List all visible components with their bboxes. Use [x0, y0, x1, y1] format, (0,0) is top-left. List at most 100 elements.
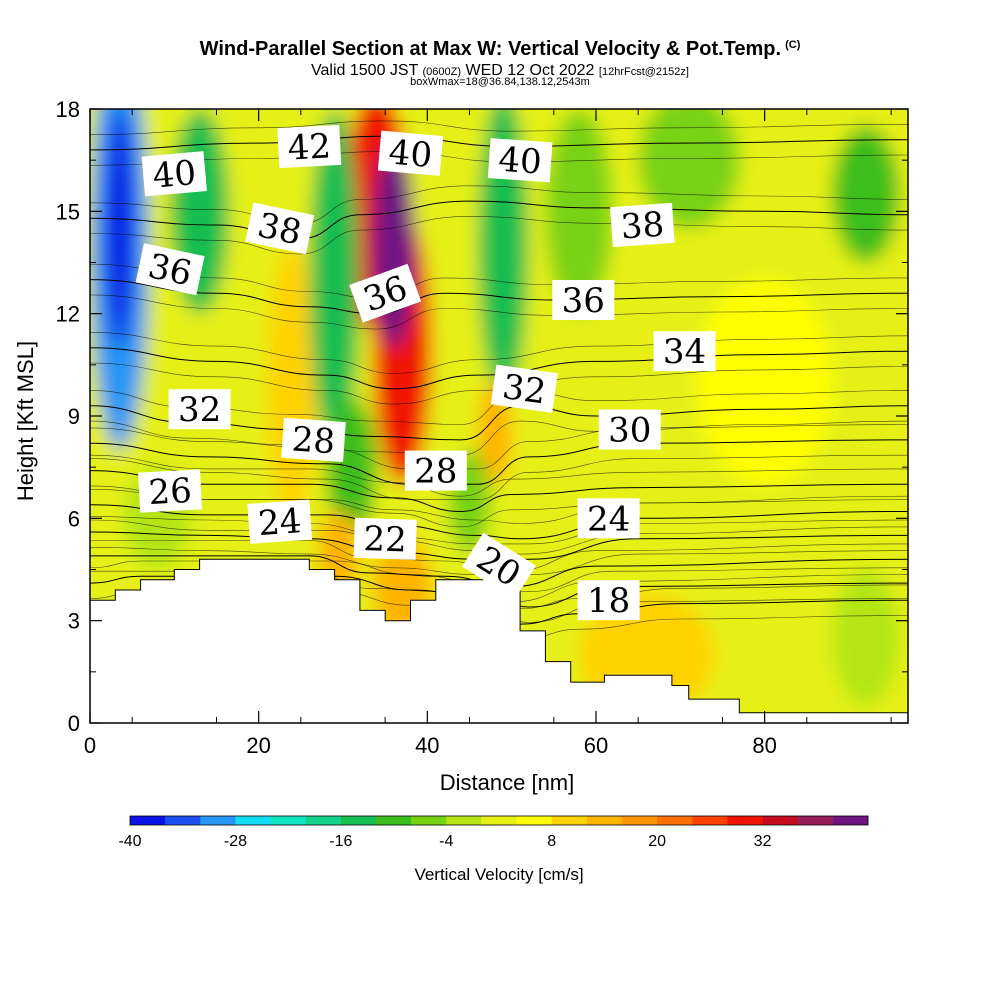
theta-contour-minor: [90, 516, 908, 545]
w-cell-9: [477, 109, 529, 399]
colorbar-swatch: [586, 816, 623, 825]
theta-label-text: 32: [178, 390, 221, 430]
theta-contour-26: [90, 504, 908, 540]
chart-title-text: Wind-Parallel Section at Max W: Vertical…: [199, 38, 782, 60]
colorbar-swatch: [130, 816, 166, 825]
w-cell-14: [697, 279, 833, 485]
theta-label-28: 28: [281, 417, 346, 462]
colorbar-tick-label: 20: [648, 833, 666, 850]
theta-contour-minor: [90, 489, 908, 524]
colorbar-tick-label: -40: [118, 833, 141, 850]
theta-contour-minor: [90, 362, 908, 405]
x-tick-label: 60: [584, 733, 608, 758]
colorbar-swatch: [551, 816, 588, 825]
theta-label-box: [577, 580, 640, 621]
theta-label-text: 40: [497, 140, 543, 183]
valid-date: WED 12 Oct 2022: [465, 62, 595, 79]
theta-label-26: 26: [138, 469, 203, 513]
w-cell-13: [832, 126, 900, 263]
theta-label-box: [404, 450, 467, 491]
theta-label-box: [377, 130, 444, 176]
colorbar-swatch: [657, 816, 693, 825]
colorbar-swatch: [762, 816, 799, 825]
theta-contour-minor: [90, 420, 908, 456]
theta-label-box: [462, 532, 536, 600]
colorbar-swatch: [411, 816, 447, 825]
y-tick-label: 12: [56, 302, 80, 327]
theta-contour-minor: [90, 294, 908, 330]
theta-label-text: 28: [290, 419, 336, 462]
theta-contour-36: [90, 279, 908, 315]
colorbar-swatch: [165, 816, 201, 825]
theta-label-24: 24: [247, 499, 313, 544]
theta-label-box: [245, 202, 315, 255]
theta-label-32: 32: [168, 389, 231, 430]
colorbar-tick-label: -16: [329, 833, 352, 850]
theta-contour-minor: [90, 519, 908, 555]
theta-label-text: 40: [387, 132, 434, 176]
theta-label-30: 30: [598, 409, 661, 451]
theta-label-text: 18: [587, 581, 630, 621]
theta-contour-minor: [520, 584, 908, 609]
theta-label-text: 36: [562, 281, 605, 321]
theta-label-text: 40: [151, 153, 198, 197]
colorbar-swatch: [376, 816, 412, 825]
theta-contour-28: [90, 470, 908, 513]
theta-label-text: 34: [663, 332, 706, 372]
theta-contour-24: [90, 531, 908, 560]
colorbar-swatch: [692, 816, 728, 825]
colorbar-tick-label: 8: [547, 833, 556, 850]
theta-label-text: 22: [363, 519, 408, 560]
theta-label-36: 36: [135, 243, 205, 296]
theta-label-box: [138, 469, 203, 513]
colorbar-swatch: [340, 816, 377, 825]
colorbar-title: Vertical Velocity [cm/s]: [414, 865, 583, 884]
w-cell-1: [104, 109, 135, 348]
theta-label-text: 38: [254, 205, 305, 253]
theta-label-box: [141, 151, 207, 197]
theta-contour-minor: [90, 120, 908, 135]
theta-label-38: 38: [610, 202, 675, 248]
theta-label-box: [349, 263, 422, 323]
colorbar-tick-label: -4: [439, 833, 453, 850]
valid-time: Valid 1500 JST: [311, 62, 419, 79]
forecast-info: [12hrFcst@2152z]: [598, 66, 689, 78]
theta-label-32: 32: [490, 364, 558, 413]
terrain: [90, 558, 908, 723]
y-tick-label: 3: [68, 609, 80, 634]
theta-label-text: 42: [287, 126, 332, 168]
theta-label-box: [353, 517, 417, 560]
y-axis-label: Height [Kft MSL]: [13, 341, 38, 501]
theta-label-24: 24: [577, 498, 640, 539]
theta-label-box: [247, 499, 313, 544]
colorbar-swatch: [727, 816, 763, 825]
colorbar-swatch: [235, 816, 271, 825]
w-cell-7: [309, 109, 360, 451]
potential-temperature-contours: [90, 120, 908, 640]
theta-contour-38: [90, 200, 908, 240]
theta-label-40: 40: [377, 130, 444, 176]
colorbar-swatch: [200, 816, 236, 825]
theta-label-text: 24: [257, 501, 303, 544]
chart-subtitle: Valid 1500 JST (0600Z) WED 12 Oct 2022 […: [0, 62, 1000, 80]
theta-contour-minor: [90, 216, 908, 255]
theta-label-text: 30: [608, 411, 651, 451]
theta-label-box: [552, 280, 615, 320]
theta-label-40: 40: [141, 151, 207, 197]
terrain-mask: [90, 558, 908, 723]
theta-label-28: 28: [404, 450, 467, 492]
y-tick-label: 0: [68, 711, 80, 736]
colorbar: -40 -28 -16 -4 8 20 32 Vertical Velocity [cm/s]: [118, 815, 869, 884]
copyright-mark: (C): [785, 39, 801, 51]
theta-label-box: [610, 202, 675, 248]
colorbar-swatch: [270, 816, 307, 825]
theta-label-text: 32: [500, 367, 548, 413]
theta-label-text: 36: [145, 246, 196, 294]
theta-label-22: 22: [353, 517, 417, 561]
theta-contour-minor: [90, 151, 908, 166]
colorbar-tick-label: 32: [754, 833, 772, 850]
theta-label-40: 40: [487, 138, 553, 183]
theta-label-box: [490, 364, 558, 413]
